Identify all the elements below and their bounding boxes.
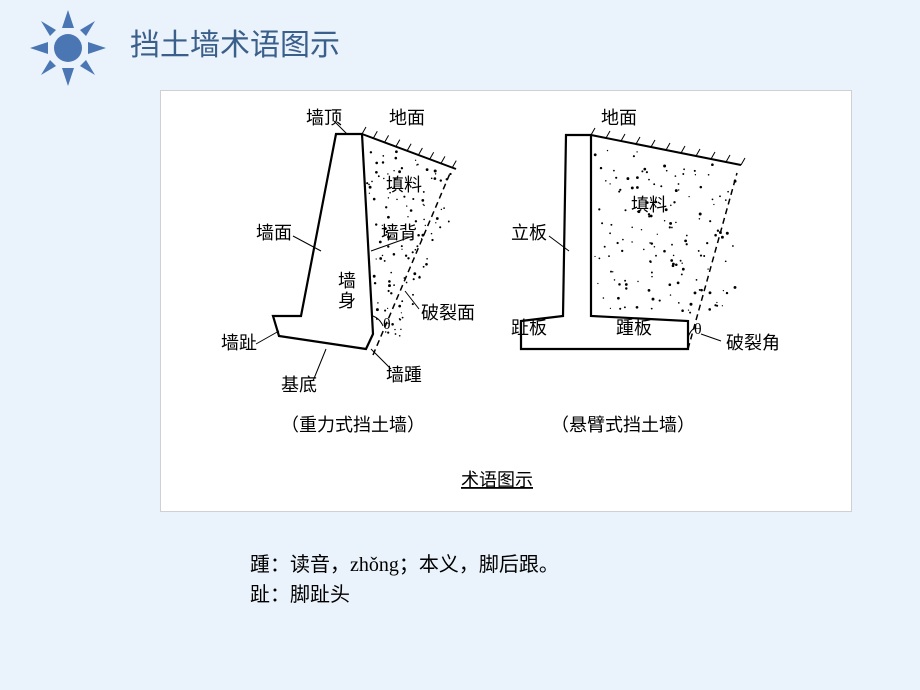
svg-text:墙面: 墙面 — [256, 223, 292, 243]
page-title: 挡土墙术语图示 — [130, 20, 340, 64]
svg-text:踵板: 踵板 — [616, 318, 652, 338]
svg-text:立板: 立板 — [511, 223, 547, 243]
svg-text:破裂面: 破裂面 — [421, 303, 475, 323]
svg-text:θ: θ — [694, 321, 702, 338]
svg-text:θ: θ — [383, 316, 391, 333]
svg-text:填料: 填料 — [631, 195, 667, 215]
svg-text:墙踵: 墙踵 — [386, 365, 422, 385]
notes: 踵：读音，zhǒng；本义，脚后跟。 趾：脚趾头 — [250, 550, 559, 610]
svg-text:填料: 填料 — [386, 175, 422, 195]
svg-text:破裂角: 破裂角 — [726, 333, 780, 353]
svg-text:墙趾: 墙趾 — [221, 333, 257, 353]
svg-text:墙身: 墙身 — [336, 271, 356, 311]
svg-text:地面: 地面 — [601, 108, 637, 128]
svg-text:（重力式挡土墙）: （重力式挡土墙） — [281, 415, 425, 435]
svg-text:地面: 地面 — [389, 108, 425, 128]
svg-text:趾板: 趾板 — [511, 318, 547, 338]
svg-text:（悬臂式挡土墙）: （悬臂式挡土墙） — [551, 415, 695, 435]
svg-text:基底: 基底 — [281, 375, 317, 395]
note-line-1: 踵：读音，zhǒng；本义，脚后跟。 — [250, 550, 559, 580]
terminology-figure: θ 墙顶 地面填料墙面 墙背墙身破裂面墙趾基底 墙踵 （重力式挡土墙） θ 地面填料立板趾板 踵… — [160, 90, 852, 512]
svg-text:墙背: 墙背 — [381, 223, 417, 243]
svg-text:墙顶: 墙顶 — [306, 108, 342, 128]
note-line-2: 趾：脚趾头 — [250, 580, 559, 610]
sun-icon — [28, 8, 108, 93]
svg-text:术语图示: 术语图示 — [461, 470, 533, 490]
